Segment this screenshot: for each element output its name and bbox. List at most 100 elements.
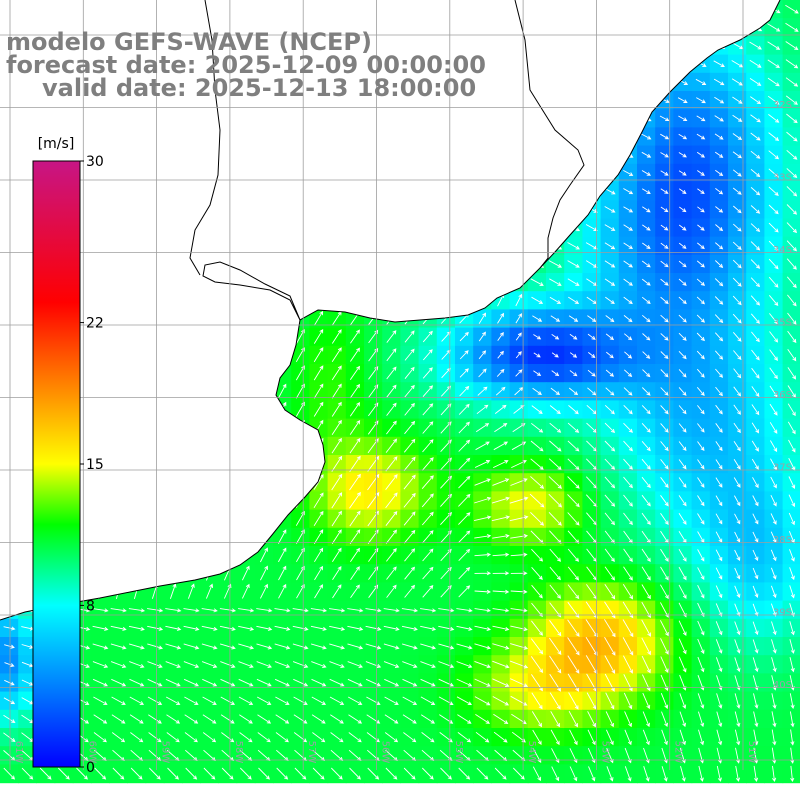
wind-arrow bbox=[438, 678, 454, 687]
wind-arrow bbox=[585, 224, 598, 231]
wind-arrow bbox=[457, 732, 472, 743]
wind-arrow bbox=[510, 589, 528, 594]
wind-arrow bbox=[165, 678, 181, 687]
latitude-label: 37S bbox=[773, 463, 792, 474]
wind-arrow bbox=[275, 714, 290, 724]
wind-arrow bbox=[515, 369, 523, 377]
wind-arrow bbox=[187, 583, 195, 599]
wind-arrow bbox=[384, 678, 400, 687]
wind-arrow bbox=[310, 625, 327, 631]
wind-arrow bbox=[697, 711, 705, 728]
wind-arrow bbox=[311, 661, 327, 668]
wind-arrow bbox=[769, 422, 778, 434]
wind-arrow bbox=[697, 693, 705, 709]
wind-arrow bbox=[696, 260, 705, 268]
wind-arrow bbox=[587, 333, 596, 340]
wind-arrow bbox=[660, 152, 669, 158]
wind-arrow bbox=[420, 643, 437, 650]
wind-arrow bbox=[515, 293, 523, 307]
wind-arrow bbox=[641, 296, 651, 304]
wind-arrow bbox=[734, 693, 741, 709]
wind-arrow bbox=[350, 547, 360, 562]
wind-arrow bbox=[274, 608, 291, 613]
wind-arrow bbox=[660, 477, 669, 489]
wind-arrow bbox=[293, 732, 308, 743]
wind-arrow bbox=[531, 584, 543, 599]
wind-arrow bbox=[347, 678, 363, 687]
wind-arrow bbox=[383, 625, 400, 631]
wind-arrow bbox=[440, 585, 452, 598]
wind-arrow bbox=[219, 643, 236, 650]
wind-arrow bbox=[474, 696, 491, 706]
wind-arrow bbox=[313, 474, 324, 490]
wind-speed-cell bbox=[782, 491, 800, 511]
wind-arrow bbox=[785, 22, 799, 32]
wind-speed-cell bbox=[782, 455, 800, 474]
wind-arrow bbox=[531, 602, 543, 618]
wind-arrow bbox=[678, 170, 687, 176]
wind-arrow bbox=[587, 387, 597, 396]
wind-arrow bbox=[3, 697, 16, 705]
wind-arrow bbox=[786, 204, 798, 215]
wind-arrow bbox=[220, 661, 236, 668]
wind-arrow bbox=[165, 696, 181, 705]
wind-arrow bbox=[492, 478, 510, 486]
wind-arrow bbox=[385, 438, 398, 453]
wind-arrow bbox=[458, 585, 471, 598]
wind-arrow bbox=[293, 678, 309, 687]
wind-arrow bbox=[313, 401, 324, 417]
wind-arrow bbox=[715, 459, 723, 470]
wind-arrow bbox=[623, 674, 633, 692]
wind-arrow bbox=[569, 333, 578, 340]
wind-arrow bbox=[241, 565, 250, 581]
wind-arrow bbox=[678, 369, 687, 378]
wind-arrow bbox=[386, 402, 397, 416]
wind-arrow bbox=[331, 383, 342, 399]
wind-arrow bbox=[660, 333, 669, 341]
wind-arrow bbox=[772, 765, 777, 783]
wind-arrow bbox=[549, 566, 561, 581]
wind-arrow bbox=[531, 296, 544, 304]
wind-arrow bbox=[347, 608, 364, 613]
wind-arrow bbox=[604, 242, 616, 250]
wind-arrow bbox=[715, 621, 723, 636]
wind-arrow bbox=[660, 495, 669, 507]
wind-arrow bbox=[567, 494, 580, 508]
wind-arrow bbox=[329, 696, 345, 705]
wind-arrow bbox=[696, 296, 705, 305]
wind-arrow bbox=[697, 459, 705, 470]
wind-arrow bbox=[312, 767, 325, 780]
wind-arrow bbox=[365, 608, 382, 613]
latitude-label: 39S bbox=[773, 608, 792, 619]
wind-arrow bbox=[733, 422, 741, 434]
wind-arrow bbox=[401, 625, 418, 631]
wind-arrow bbox=[678, 584, 687, 599]
wind-arrow bbox=[492, 660, 510, 669]
wind-arrow bbox=[238, 696, 254, 705]
wind-arrow bbox=[624, 333, 633, 341]
wind-arrow bbox=[715, 206, 724, 213]
wind-arrow bbox=[438, 661, 455, 668]
wind-arrow bbox=[698, 729, 705, 746]
wind-arrow bbox=[476, 767, 489, 780]
wind-arrow bbox=[331, 473, 343, 491]
wind-arrow bbox=[129, 678, 145, 687]
wind-arrow bbox=[478, 368, 487, 378]
longitude-label: 57W bbox=[306, 741, 317, 764]
wind-arrow bbox=[697, 242, 705, 250]
wind-arrow bbox=[789, 711, 795, 728]
wind-arrow bbox=[697, 405, 705, 415]
wind-arrow bbox=[384, 732, 399, 743]
wind-arrow bbox=[697, 188, 705, 195]
wind-arrow bbox=[588, 352, 596, 358]
wind-arrow bbox=[696, 314, 705, 323]
wind-arrow bbox=[787, 403, 796, 417]
wind-arrow bbox=[789, 639, 795, 654]
wind-speed-cell bbox=[782, 582, 800, 602]
wind-arrow bbox=[660, 206, 669, 213]
wind-arrow bbox=[403, 474, 416, 490]
wind-arrow bbox=[641, 278, 651, 286]
wind-arrow bbox=[549, 584, 561, 599]
wind-arrow bbox=[641, 458, 651, 470]
wind-arrow bbox=[770, 513, 777, 525]
